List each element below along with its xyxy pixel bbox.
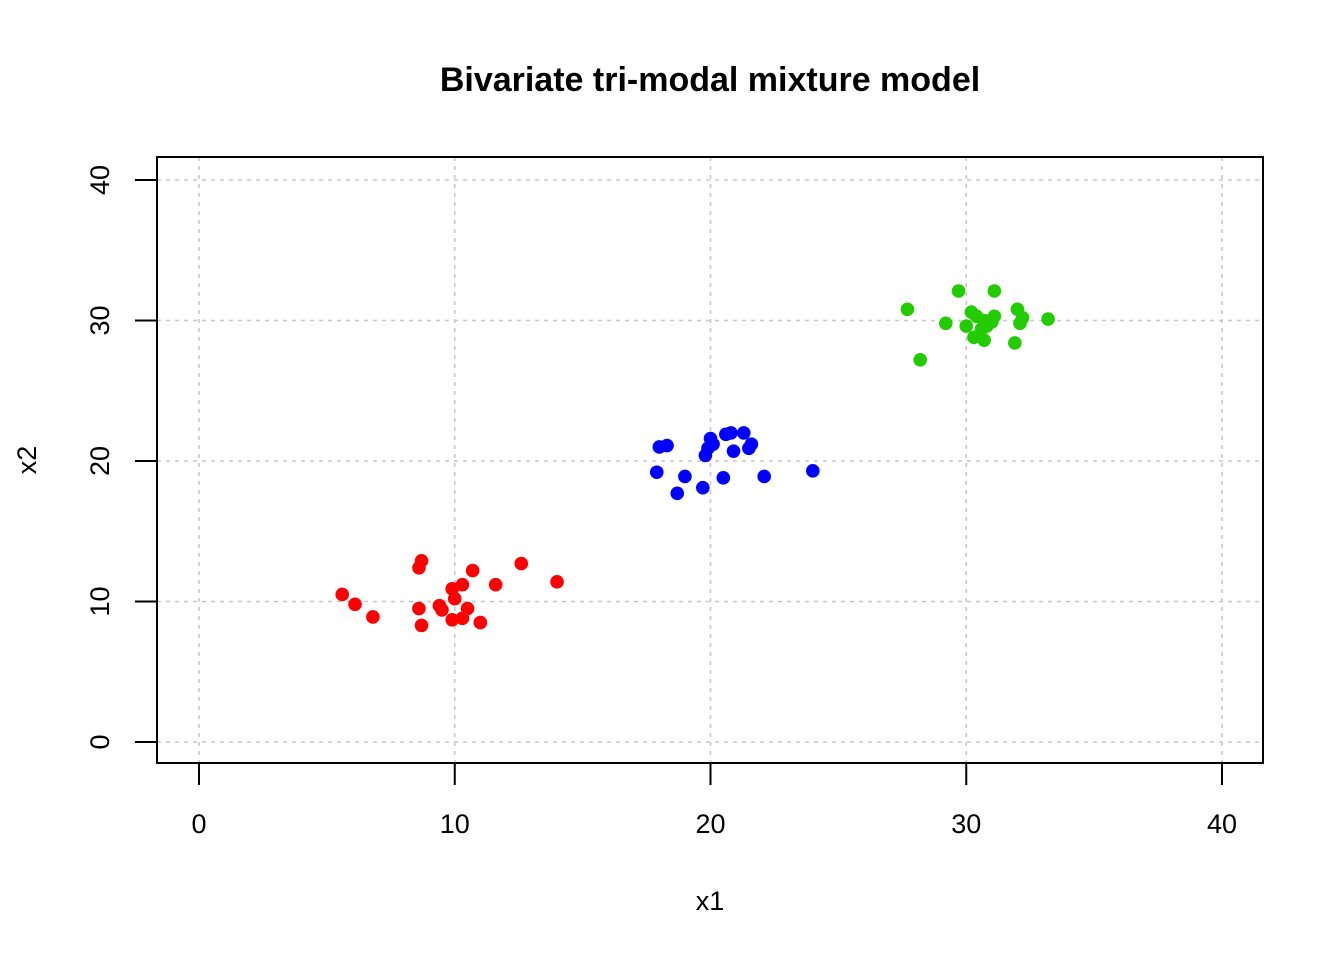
data-point [550, 575, 564, 589]
x-tick-label: 40 [1207, 809, 1237, 839]
data-points [335, 284, 1055, 633]
data-point [1015, 310, 1030, 325]
data-point [445, 612, 459, 627]
data-point [1041, 312, 1055, 326]
x-tick-label: 20 [695, 809, 725, 839]
data-point [987, 284, 1002, 298]
x-tick-label: 30 [951, 809, 981, 839]
data-point [987, 309, 1002, 324]
y-tick-label: 30 [85, 305, 115, 335]
data-point [726, 444, 741, 458]
data-point [414, 553, 429, 568]
x-tick-label: 0 [191, 809, 206, 839]
data-point [736, 426, 751, 440]
data-point [744, 437, 759, 451]
data-point [488, 577, 503, 592]
y-axis: 0 10 20 30 40 [85, 165, 158, 750]
data-point [959, 319, 974, 333]
data-point [806, 464, 820, 478]
data-point [435, 603, 449, 617]
data-point [1008, 336, 1022, 350]
chart-title: Bivariate tri-modal mixture model [440, 61, 980, 99]
data-point [977, 333, 991, 347]
data-point [514, 556, 529, 571]
data-point [724, 426, 738, 440]
data-point [335, 587, 350, 602]
data-point [455, 577, 470, 592]
data-point [670, 486, 685, 501]
data-point [757, 469, 772, 484]
grid [157, 157, 1263, 763]
series-2 [649, 426, 820, 501]
data-point [696, 480, 710, 495]
y-tick-label: 0 [85, 734, 115, 749]
data-point [366, 610, 380, 624]
data-point [473, 615, 488, 630]
data-point [951, 284, 966, 298]
series-1 [335, 553, 564, 633]
data-point [460, 601, 475, 616]
data-point [414, 618, 429, 633]
x-axis-label: x1 [696, 886, 725, 916]
y-tick-label: 20 [85, 446, 115, 476]
data-point [649, 465, 664, 480]
data-point [913, 353, 928, 367]
data-point [678, 469, 692, 484]
data-point [412, 601, 426, 616]
data-point [706, 437, 720, 451]
x-axis: 0 10 20 30 40 [191, 762, 1237, 839]
x-tick-label: 10 [440, 809, 470, 839]
data-point [716, 471, 731, 485]
data-point [660, 438, 674, 453]
series-3 [900, 284, 1055, 367]
data-point [900, 302, 915, 317]
y-tick-label: 10 [85, 586, 115, 616]
data-point [938, 316, 953, 331]
data-point [447, 591, 462, 606]
data-point [465, 563, 480, 578]
y-axis-label: x2 [12, 446, 42, 475]
y-tick-label: 40 [85, 165, 115, 195]
data-point [348, 597, 362, 612]
